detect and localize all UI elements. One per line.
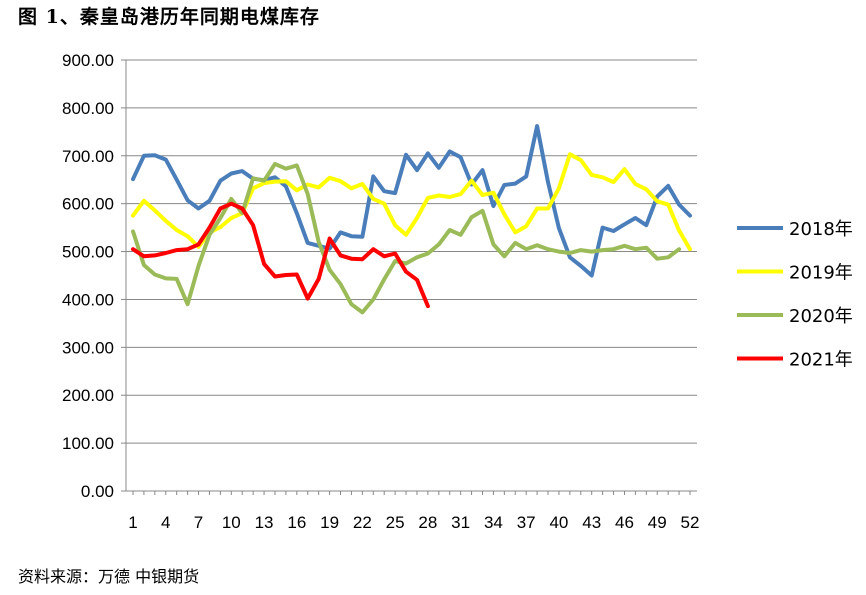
axes bbox=[125, 60, 697, 492]
x-tick-label: 1 bbox=[128, 513, 137, 532]
x-tick-label: 10 bbox=[222, 513, 241, 532]
y-tick-label: 800.00 bbox=[62, 99, 114, 118]
series-line-4 bbox=[131, 201, 430, 309]
chart-source: 资料来源：万德 中银期货 bbox=[18, 567, 200, 586]
y-tick-label: 0.00 bbox=[81, 482, 114, 501]
grid-lines bbox=[126, 59, 697, 444]
y-axis-ticks: 0.00 100.00 200.00 300.00 400.00 500.00 600.00… bbox=[62, 51, 126, 501]
y-tick-label: 400.00 bbox=[62, 290, 114, 309]
legend-label: 2021年 bbox=[789, 350, 853, 371]
x-tick-label: 7 bbox=[194, 513, 203, 532]
x-tick-label: 13 bbox=[255, 513, 274, 532]
y-tick-label: 100.00 bbox=[62, 434, 114, 453]
series-line-3 bbox=[131, 161, 682, 315]
y-tick-label: 200.00 bbox=[62, 386, 114, 405]
series-lines bbox=[131, 124, 692, 315]
x-axis-ticks: 1 4 7 10 13 16 19 22 25 28 31 34 37 40 43 46 49 52 bbox=[128, 491, 699, 532]
legend-label: 2020年 bbox=[789, 306, 853, 327]
x-tick-label: 16 bbox=[287, 513, 306, 532]
x-tick-label: 25 bbox=[386, 513, 405, 532]
series-line-1 bbox=[131, 124, 692, 278]
x-tick-label: 37 bbox=[517, 513, 536, 532]
x-tick-label: 46 bbox=[615, 513, 634, 532]
x-tick-label: 22 bbox=[353, 513, 372, 532]
series-line-2 bbox=[131, 152, 692, 252]
chart-title: 图 1、秦皇岛港历年同期电煤库存 bbox=[18, 6, 320, 28]
x-tick-label: 28 bbox=[418, 513, 437, 532]
x-tick-label: 34 bbox=[484, 513, 503, 532]
x-tick-label: 4 bbox=[161, 513, 170, 532]
legend-label: 2018年 bbox=[789, 219, 853, 240]
legend: 2018年 2019年 2020年 2021年 bbox=[737, 219, 853, 371]
y-tick-label: 500.00 bbox=[62, 243, 114, 262]
y-tick-label: 700.00 bbox=[62, 147, 114, 166]
x-tick-label: 40 bbox=[549, 513, 568, 532]
y-tick-label: 300.00 bbox=[62, 338, 114, 357]
x-tick-label: 43 bbox=[582, 513, 601, 532]
x-tick-label: 52 bbox=[681, 513, 700, 532]
legend-label: 2019年 bbox=[789, 263, 853, 284]
y-tick-label: 600.00 bbox=[62, 195, 114, 214]
y-tick-label: 900.00 bbox=[62, 51, 114, 70]
x-tick-label: 19 bbox=[320, 513, 339, 532]
x-tick-label: 49 bbox=[648, 513, 667, 532]
x-tick-label: 31 bbox=[451, 513, 470, 532]
